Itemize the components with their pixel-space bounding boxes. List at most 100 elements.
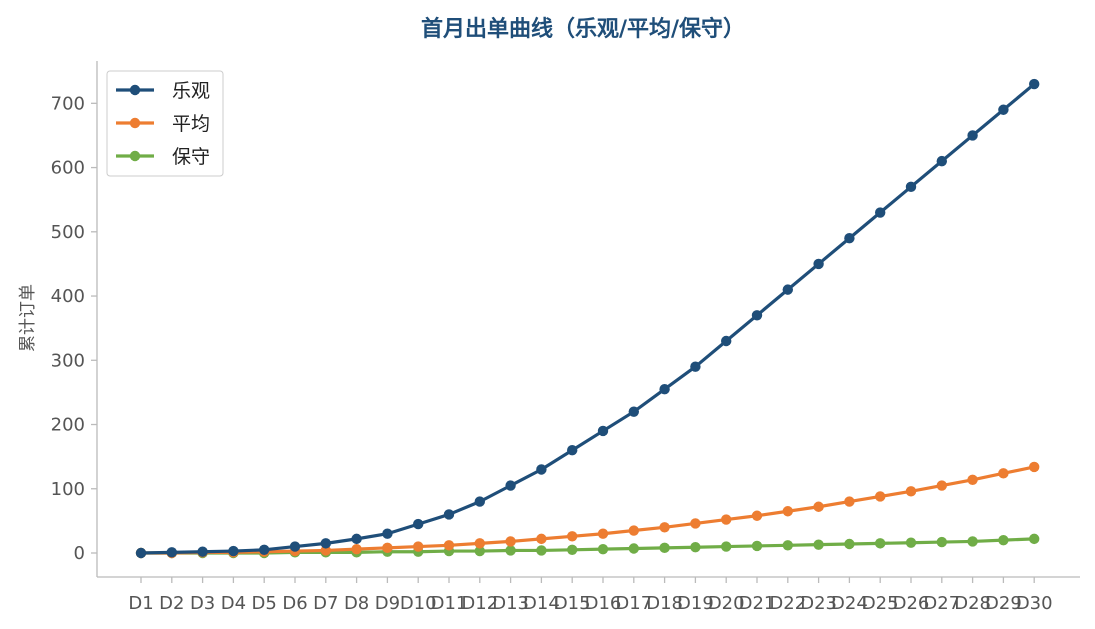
y-tick-label: 300 — [51, 350, 85, 371]
data-point — [597, 425, 609, 437]
x-tick-label: D20 — [708, 593, 745, 614]
x-ticks: D1 D2 D3 D4 D5 D6 D7 D8 D9 D10D11D12D13D14D15D16D… — [128, 577, 1053, 614]
x-tick-label: D2 — [159, 593, 184, 614]
data-point — [135, 547, 147, 559]
x-tick-label: D16 — [585, 593, 622, 614]
legend-label: 乐观 — [172, 80, 210, 102]
data-point — [628, 406, 639, 417]
x-tick-label: D13 — [492, 593, 529, 614]
data-point — [813, 501, 824, 512]
y-tick-label: 600 — [51, 158, 85, 179]
x-tick-label: D25 — [862, 593, 899, 614]
data-point — [597, 528, 609, 539]
data-point — [659, 542, 670, 554]
legend-label: 保守 — [172, 146, 210, 168]
x-tick-label: D26 — [893, 593, 930, 614]
legend-box — [106, 70, 224, 177]
data-point — [875, 207, 886, 218]
series-line — [139, 465, 1036, 555]
x-tick-label: D14 — [523, 593, 560, 614]
chart-title: 首月出单曲线（乐观/平均/保守） — [421, 16, 745, 42]
x-tick-label: D4 — [221, 593, 246, 614]
y-tick-label: 100 — [51, 479, 85, 500]
x-tick-label: D30 — [1016, 593, 1053, 614]
data-point — [813, 258, 824, 270]
y-tick-label: 0 — [74, 543, 85, 564]
y-tick-label: 700 — [51, 93, 85, 114]
data-point — [567, 445, 578, 456]
data-point — [751, 510, 763, 521]
data-point — [567, 544, 578, 555]
y-axis-label: 累计订单 — [18, 284, 38, 352]
data-point — [228, 545, 239, 557]
y-ticks: 0 100 200 300 400 500 600 700 — [51, 93, 97, 564]
x-tick-label: D22 — [769, 593, 806, 614]
data-point — [844, 496, 855, 507]
y-tick-label: 400 — [51, 286, 85, 307]
data-point — [597, 543, 609, 555]
data-point — [166, 547, 177, 558]
x-tick-label: D10 — [400, 593, 437, 614]
data-point — [320, 538, 331, 549]
data-point — [998, 104, 1009, 115]
data-point — [844, 233, 855, 244]
x-tick-label: D23 — [800, 593, 837, 614]
legend-swatch-marker — [129, 150, 141, 162]
data-point — [967, 474, 978, 485]
data-point — [721, 541, 732, 552]
data-point — [351, 533, 362, 545]
data-point — [782, 506, 793, 517]
data-point — [690, 542, 701, 553]
x-tick-label: D11 — [431, 593, 468, 614]
data-point — [1029, 461, 1040, 473]
x-tick-label: D27 — [923, 593, 960, 614]
legend-swatch-marker — [129, 84, 141, 96]
data-point — [536, 533, 547, 545]
data-point — [875, 538, 886, 549]
x-tick-label: D6 — [282, 593, 307, 614]
legend-item: 乐观 — [116, 80, 210, 102]
x-tick-label: D24 — [831, 593, 868, 614]
data-point — [443, 540, 455, 551]
series-保守 — [135, 533, 1040, 559]
x-tick-label: D19 — [677, 593, 714, 614]
x-tick-label: D9 — [375, 593, 400, 614]
y-tick-label: 500 — [51, 222, 85, 243]
data-point — [567, 531, 578, 542]
x-tick-label: D12 — [461, 593, 498, 614]
data-point — [443, 509, 455, 520]
data-point — [936, 155, 947, 167]
series-平均 — [135, 461, 1040, 559]
data-point — [382, 528, 393, 539]
data-point — [259, 544, 270, 555]
data-point — [813, 539, 824, 550]
x-tick-label: D5 — [252, 593, 277, 614]
data-point — [1029, 533, 1040, 545]
data-point — [628, 543, 639, 554]
data-point — [628, 525, 639, 536]
x-tick-label: D8 — [344, 593, 369, 614]
data-point — [289, 541, 301, 552]
data-point — [936, 480, 947, 491]
data-point — [875, 491, 886, 502]
series-line — [139, 82, 1036, 555]
data-point — [967, 536, 978, 547]
data-point — [998, 534, 1009, 546]
data-point — [967, 130, 978, 141]
x-tick-label: D28 — [954, 593, 991, 614]
y-tick-label: 200 — [51, 415, 85, 436]
data-point — [690, 518, 701, 529]
data-point — [1029, 78, 1040, 90]
legend-label: 平均 — [172, 113, 210, 135]
data-point — [474, 538, 485, 549]
data-point — [844, 538, 855, 550]
data-point — [536, 545, 547, 556]
x-tick-label: D29 — [985, 593, 1022, 614]
data-point — [721, 335, 732, 347]
data-point — [536, 464, 547, 475]
data-point — [905, 537, 917, 548]
series-layer — [135, 78, 1040, 559]
data-point — [505, 480, 516, 491]
